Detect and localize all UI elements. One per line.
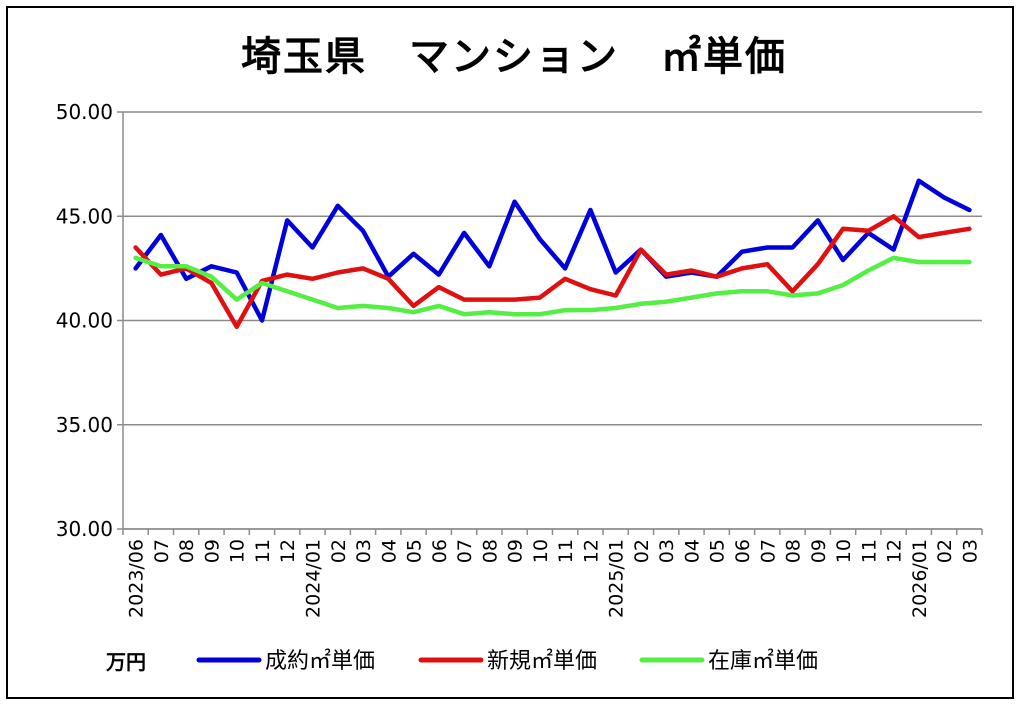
- series-lines: [133, 178, 972, 330]
- x-tick-label: 10: [227, 539, 249, 563]
- x-tick-label: 08: [176, 539, 198, 563]
- y-tick-label: 45.00: [56, 204, 113, 228]
- legend-label: 新規㎡単価: [487, 648, 597, 674]
- x-tick-label: 02: [631, 539, 653, 563]
- x-tick-label: 2025/01: [606, 539, 628, 618]
- x-tick-label: 06: [429, 539, 451, 563]
- x-tick-label: 10: [530, 539, 552, 563]
- x-tick-label: 11: [858, 539, 880, 563]
- series-line: [133, 178, 972, 323]
- y-tick-label: 50.00: [56, 100, 113, 124]
- series-line: [133, 255, 972, 317]
- x-tick-label: 09: [808, 539, 830, 563]
- grid-lines: [123, 111, 982, 530]
- axes: [117, 111, 983, 535]
- y-tick-label: 35.00: [56, 413, 113, 437]
- x-tick-label: 12: [884, 539, 906, 563]
- x-tick-label: 04: [378, 539, 400, 563]
- x-tick-label: 2023/06: [126, 539, 148, 618]
- series-line: [133, 214, 972, 330]
- x-tick-label: 07: [151, 539, 173, 563]
- chart-frame: 埼玉県 マンション ㎡単価 30.00 35.00 40.00 45.00 50.00 …: [6, 6, 1014, 699]
- x-tick-label: 08: [479, 539, 501, 563]
- x-tick-label: 05: [707, 539, 729, 563]
- x-tick-label: 09: [505, 539, 527, 563]
- x-tick-label: 04: [681, 539, 703, 563]
- chart-title: 埼玉県 マンション ㎡単価: [241, 34, 787, 80]
- x-tick-label: 02: [328, 539, 350, 563]
- x-tick-label: 2026/01: [909, 539, 931, 618]
- x-axis-ticks: 2023/06 07 08 09 10 11 12 2024/01 02 03 04 05 06 07 08…: [126, 539, 982, 618]
- y-tick-label: 40.00: [56, 309, 113, 333]
- x-tick-label: 2024/01: [302, 539, 324, 618]
- x-tick-label: 02: [934, 539, 956, 563]
- x-tick-label: 12: [580, 539, 602, 563]
- legend: 成約㎡単価 新規㎡単価 在庫㎡単価: [196, 648, 818, 674]
- x-tick-label: 05: [404, 539, 426, 563]
- legend-label: 在庫㎡単価: [708, 648, 818, 674]
- x-tick-label: 12: [277, 539, 299, 563]
- x-tick-label: 03: [353, 539, 375, 563]
- unit-label: 万円: [105, 650, 146, 674]
- x-tick-label: 07: [454, 539, 476, 563]
- x-tick-label: 11: [252, 539, 274, 563]
- x-tick-label: 03: [959, 539, 981, 563]
- line-chart: 埼玉県 マンション ㎡単価 30.0035.0040.0045.0050.00 …: [56, 34, 983, 674]
- x-tick-label: 11: [555, 539, 577, 563]
- x-tick-label: 08: [783, 539, 805, 563]
- x-tick-label: 10: [833, 539, 855, 563]
- y-tick-label: 30.00: [56, 517, 113, 541]
- x-tick-label: 07: [757, 539, 779, 563]
- y-axis-ticks: 30.00 35.00 40.00 45.00 50.00: [56, 100, 113, 541]
- x-tick-label: 03: [656, 539, 678, 563]
- x-tick-label: 06: [732, 539, 754, 563]
- legend-label: 成約㎡単価: [265, 648, 375, 674]
- x-tick-label: 09: [201, 539, 223, 563]
